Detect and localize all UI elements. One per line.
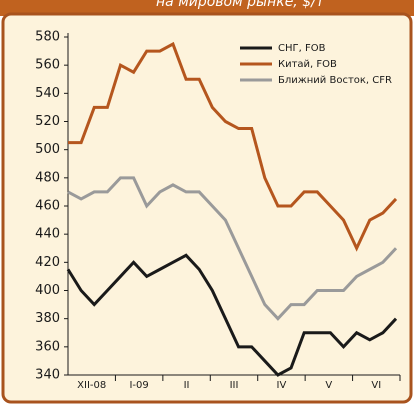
y-tick-label: 420 (35, 255, 60, 270)
legend-label: Ближний Восток, CFR (278, 75, 392, 86)
y-tick-label: 540 (35, 86, 60, 101)
legend-label: СНГ, FOB (278, 43, 326, 54)
y-tick-label: 480 (35, 170, 60, 185)
series-line (67, 176, 398, 321)
y-tick-label: 440 (35, 227, 60, 242)
y-tick-label: 560 (35, 58, 60, 73)
series-line (66, 253, 398, 377)
x-tick-label: XII-08 (77, 380, 106, 391)
y-tick-label: 460 (35, 199, 60, 214)
x-tick-label: III (230, 380, 239, 391)
legend-label: Китай, FOB (278, 59, 337, 70)
header-bar (0, 0, 414, 16)
y-tick-label: 380 (35, 311, 60, 326)
chart-title: на мировом рынке, $/т (156, 0, 325, 10)
x-tick-label: II (184, 380, 190, 391)
x-tick-label: VI (371, 380, 381, 391)
x-tick-label: IV (277, 380, 287, 391)
series-line (68, 41, 398, 252)
y-tick-label: 340 (35, 368, 60, 383)
chart-frame (1, 12, 413, 404)
y-tick-label: 360 (35, 339, 60, 354)
x-tick-label: V (325, 380, 332, 391)
x-tick-label: I-09 (129, 380, 148, 391)
y-tick-label: 400 (35, 283, 60, 298)
y-tick-label: 500 (35, 142, 60, 157)
y-tick-label: 580 (35, 30, 60, 45)
y-tick-label: 520 (35, 114, 60, 129)
